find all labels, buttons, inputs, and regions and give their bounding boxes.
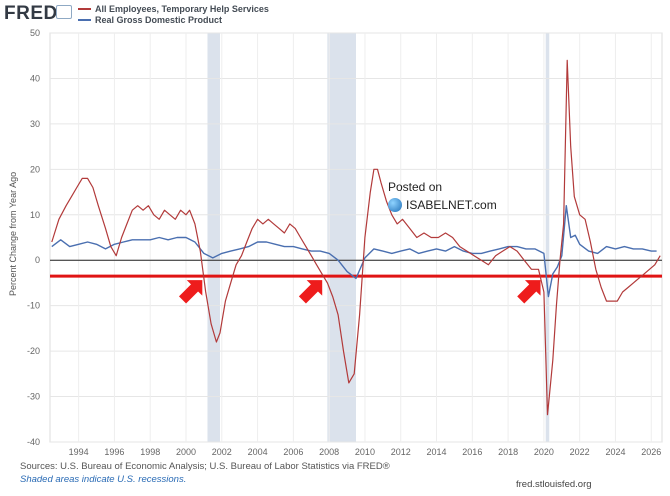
y-tick-label: -10 — [27, 301, 40, 311]
watermark-site: ISABELNET.com — [406, 198, 497, 212]
y-axis-label: Percent Change from Year Ago — [8, 171, 18, 296]
globe-icon — [388, 198, 402, 212]
x-tick-label: 2000 — [176, 447, 196, 457]
series-line-temp-help — [51, 59, 661, 416]
legend-swatch-temp-help — [78, 8, 91, 10]
recession-band — [327, 33, 356, 442]
y-tick-label: -40 — [27, 437, 40, 447]
annotation-arrow — [298, 280, 323, 304]
x-tick-label: 2024 — [605, 447, 625, 457]
annotation-arrow — [178, 280, 203, 304]
x-tick-label: 2026 — [641, 447, 661, 457]
chart-header: FRED All Employees, Temporary Help Servi… — [0, 0, 670, 30]
recession-band — [207, 33, 220, 442]
annotation-arrow — [517, 280, 541, 304]
watermark-line-1: Posted on — [388, 180, 443, 194]
watermark: Posted on ISABELNET.com — [388, 180, 497, 212]
fred-chart-icon — [56, 5, 72, 19]
legend-swatch-gdp — [78, 19, 91, 21]
x-tick-label: 2008 — [319, 447, 339, 457]
x-tick-label: 2010 — [355, 447, 375, 457]
x-tick-label: 2016 — [462, 447, 482, 457]
footer-sources: Sources: U.S. Bureau of Economic Analysi… — [20, 461, 390, 472]
watermark-line-2: ISABELNET.com — [388, 198, 497, 212]
arrow-shape — [298, 280, 323, 304]
series-line-gdp — [51, 204, 657, 298]
x-tick-label: 2020 — [534, 447, 554, 457]
x-tick-label: 1996 — [104, 447, 124, 457]
footer-recession-note: Shaded areas indicate U.S. recessions. — [20, 474, 187, 485]
footer-site-link[interactable]: fred.stlouisfed.org — [516, 479, 592, 490]
legend-label-gdp: Real Gross Domestic Product — [95, 15, 223, 25]
x-tick-label: 2006 — [283, 447, 303, 457]
x-tick-label: 2022 — [570, 447, 590, 457]
x-tick-label: 1998 — [140, 447, 160, 457]
arrow-shape — [178, 280, 203, 304]
legend-item-gdp[interactable]: Real Gross Domestic Product — [78, 15, 222, 25]
legend-label-temp-help: All Employees, Temporary Help Services — [95, 4, 269, 14]
y-tick-label: 40 — [30, 73, 40, 83]
y-tick-label: 10 — [30, 210, 40, 220]
x-tick-label: 2014 — [427, 447, 447, 457]
legend-item-temp-help[interactable]: All Employees, Temporary Help Services — [78, 4, 269, 14]
x-tick-label: 2012 — [391, 447, 411, 457]
x-tick-label: 2004 — [248, 447, 268, 457]
y-tick-label: 20 — [30, 164, 40, 174]
arrow-shape — [517, 280, 541, 304]
fred-logo: FRED — [4, 3, 58, 24]
y-tick-label: 30 — [30, 119, 40, 129]
y-tick-label: -20 — [27, 346, 40, 356]
x-tick-label: 1994 — [69, 447, 89, 457]
y-tick-label: -30 — [27, 392, 40, 402]
y-tick-label: 0 — [35, 255, 40, 265]
y-tick-label: 50 — [30, 28, 40, 38]
x-tick-label: 2002 — [212, 447, 232, 457]
recession-band — [545, 33, 550, 442]
x-tick-label: 2018 — [498, 447, 518, 457]
